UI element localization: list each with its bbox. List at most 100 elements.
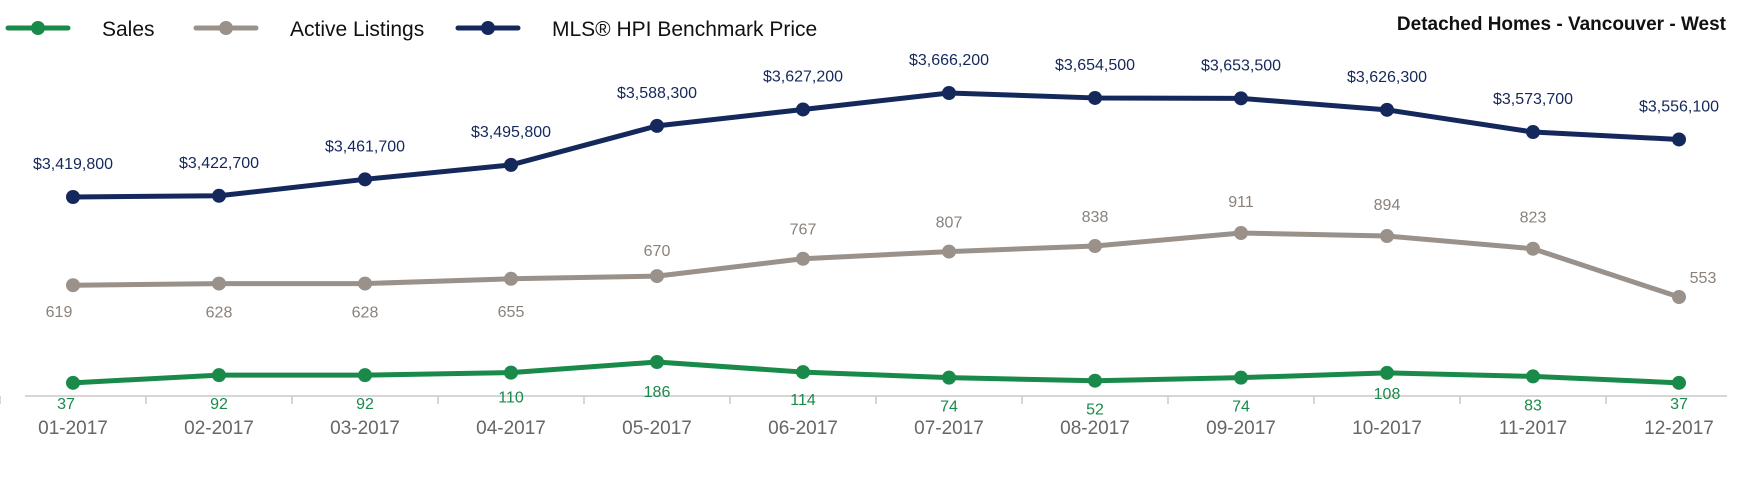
data-point bbox=[358, 276, 372, 291]
x-tick-label: 06-2017 bbox=[768, 418, 838, 439]
data-label: $3,422,700 bbox=[179, 155, 259, 172]
data-label: $3,627,200 bbox=[763, 68, 843, 85]
data-label: 83 bbox=[1524, 397, 1542, 414]
data-label: 74 bbox=[1232, 399, 1250, 416]
x-axis: 01-2017 02-2017 03-2017 04-2017 05-2017 06-20… bbox=[0, 395, 1727, 439]
chart-title: Detached Homes - Vancouver - West bbox=[1397, 14, 1727, 35]
data-label: $3,654,500 bbox=[1055, 57, 1135, 74]
x-tick-label: 01-2017 bbox=[38, 418, 108, 439]
series-active-listings: 619 628 628 655 670 767 807 838 911 894 823 553 bbox=[46, 194, 1717, 322]
legend-label: Active Listings bbox=[290, 18, 424, 41]
data-label: $3,626,300 bbox=[1347, 69, 1427, 86]
data-point bbox=[1088, 239, 1102, 254]
data-point bbox=[212, 188, 226, 203]
data-point bbox=[942, 244, 956, 259]
data-label: 628 bbox=[352, 305, 379, 322]
data-point bbox=[650, 269, 664, 284]
data-point bbox=[1234, 226, 1248, 240]
data-label: $3,495,800 bbox=[471, 124, 551, 141]
series-line bbox=[70, 230, 1682, 300]
data-point bbox=[1380, 365, 1394, 380]
x-tick-label: 08-2017 bbox=[1060, 418, 1130, 439]
data-label: 110 bbox=[498, 390, 524, 407]
data-label: 767 bbox=[790, 222, 817, 239]
data-label: $3,666,200 bbox=[909, 52, 989, 69]
data-point bbox=[1234, 91, 1248, 106]
data-point bbox=[650, 355, 664, 369]
legend-label: MLS® HPI Benchmark Price bbox=[552, 18, 817, 41]
data-point bbox=[358, 172, 372, 187]
data-label: 807 bbox=[936, 215, 963, 232]
x-tick-label: 11-2017 bbox=[1499, 418, 1567, 439]
data-point bbox=[1526, 125, 1540, 140]
data-point bbox=[942, 86, 956, 100]
data-label: $3,588,300 bbox=[617, 85, 697, 102]
data-label: 37 bbox=[1670, 396, 1688, 413]
series-layer: 37 92 92 110 186 114 74 52 74 108 83 37 619 628 628 655… bbox=[33, 52, 1719, 419]
x-tick-label: 04-2017 bbox=[476, 418, 546, 439]
data-label: 619 bbox=[46, 304, 73, 321]
data-point bbox=[212, 368, 226, 383]
data-point bbox=[1672, 290, 1686, 304]
series-mls-hpi-benchmark-price: $3,419,800 $3,422,700 $3,461,700 $3,495,800… bbox=[33, 52, 1719, 204]
series-line bbox=[70, 359, 1682, 386]
data-point bbox=[1380, 229, 1394, 244]
data-point bbox=[66, 375, 80, 390]
data-point bbox=[504, 271, 518, 286]
data-label: 114 bbox=[790, 392, 816, 409]
legend-item-sales: Sales bbox=[5, 18, 155, 41]
data-point bbox=[358, 368, 372, 383]
data-point bbox=[1672, 375, 1686, 390]
data-point bbox=[1526, 369, 1540, 384]
legend-item-active-listings: Active Listings bbox=[193, 18, 424, 41]
data-point bbox=[504, 365, 518, 380]
data-point bbox=[942, 370, 956, 385]
data-label: 655 bbox=[498, 304, 525, 321]
legend-label: Sales bbox=[102, 18, 155, 41]
x-tick-label: 09-2017 bbox=[1206, 418, 1276, 439]
data-label: 186 bbox=[644, 384, 671, 401]
data-label: 894 bbox=[1374, 197, 1401, 214]
data-label: $3,461,700 bbox=[325, 138, 405, 155]
data-point bbox=[212, 276, 226, 291]
data-label: $3,419,800 bbox=[33, 156, 113, 173]
legend-item-mls-hpi-benchmark-price: MLS® HPI Benchmark Price bbox=[455, 18, 817, 41]
data-label: 92 bbox=[210, 396, 228, 413]
data-point bbox=[1234, 370, 1248, 385]
data-point bbox=[796, 251, 810, 266]
data-label: $3,556,100 bbox=[1639, 98, 1719, 115]
legend-marker bbox=[219, 21, 233, 35]
x-tick-label: 12-2017 bbox=[1644, 418, 1714, 439]
data-label: $3,573,700 bbox=[1493, 91, 1573, 108]
x-tick-label: 03-2017 bbox=[330, 418, 400, 439]
x-tick-label: 07-2017 bbox=[914, 418, 984, 439]
data-label: 670 bbox=[644, 243, 671, 260]
data-label: 911 bbox=[1228, 194, 1254, 211]
data-point bbox=[796, 365, 810, 380]
legend: Sales Active Listings MLS® HPI Benchmark P… bbox=[5, 18, 817, 41]
data-point bbox=[650, 118, 664, 133]
legend-marker bbox=[481, 21, 495, 35]
data-label: 108 bbox=[1374, 386, 1401, 403]
x-tick-label: 10-2017 bbox=[1352, 418, 1422, 439]
x-tick-label: 05-2017 bbox=[622, 418, 692, 439]
data-label: 553 bbox=[1690, 270, 1717, 287]
legend-marker bbox=[31, 21, 45, 35]
data-point bbox=[1380, 102, 1394, 117]
data-label: 92 bbox=[356, 396, 374, 413]
data-point bbox=[1526, 241, 1540, 256]
data-point bbox=[1672, 132, 1686, 147]
data-point bbox=[504, 157, 518, 172]
data-label: 628 bbox=[206, 305, 233, 322]
data-point bbox=[1088, 90, 1102, 105]
x-tick-label: 02-2017 bbox=[184, 418, 254, 439]
data-point bbox=[796, 102, 810, 117]
data-label: 52 bbox=[1086, 402, 1104, 419]
series-sales: 37 92 92 110 186 114 74 52 74 108 83 37 bbox=[57, 355, 1688, 419]
data-label: 74 bbox=[940, 399, 958, 416]
data-label: 838 bbox=[1082, 209, 1109, 226]
data-point bbox=[66, 190, 80, 204]
series-line bbox=[70, 90, 1682, 200]
data-point bbox=[1088, 373, 1102, 388]
